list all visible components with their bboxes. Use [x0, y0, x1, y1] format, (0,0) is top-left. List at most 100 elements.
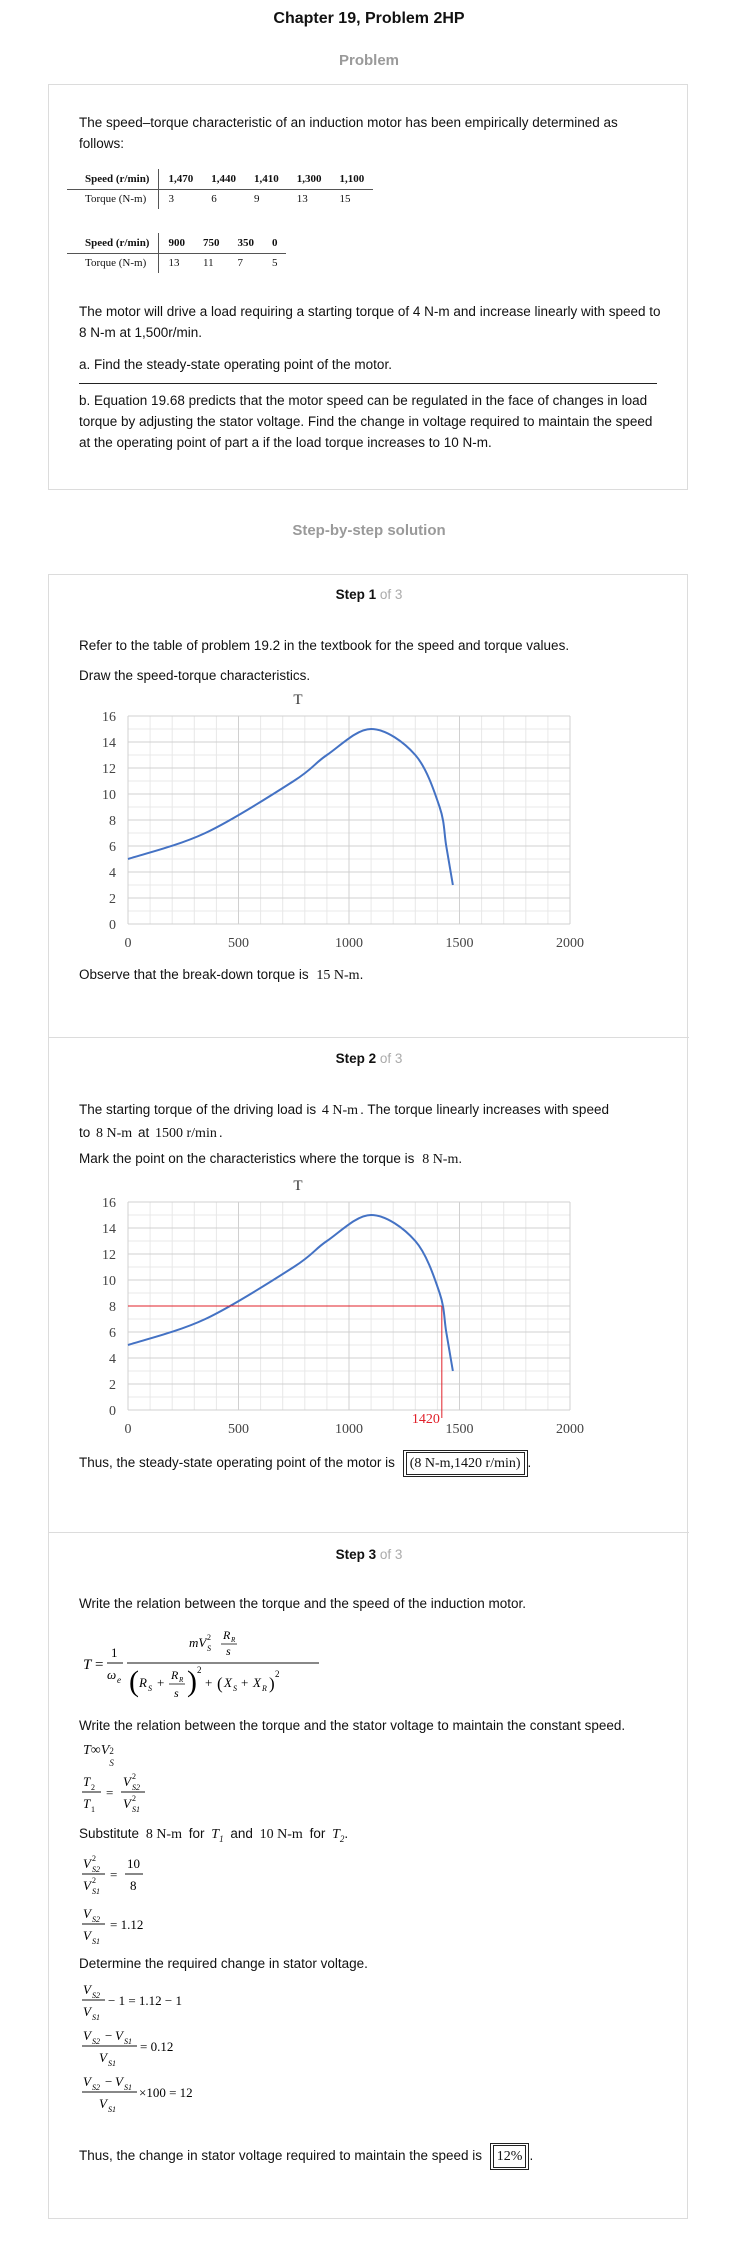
step2-header: Step 2 of 3	[49, 1051, 689, 1066]
table2-speed-label: Speed (r/min)	[67, 233, 160, 254]
svg-text:X: X	[252, 1675, 262, 1690]
x-tick-label: 0	[125, 1422, 132, 1437]
svg-text:+: +	[157, 1675, 164, 1690]
voltage-change-value: 12%	[492, 2145, 527, 2168]
svg-text:2: 2	[132, 1794, 136, 1803]
table1-speed-cell: 1,470	[158, 169, 203, 190]
svg-text:): )	[187, 1665, 197, 1698]
table2-speed-cell: 0	[262, 233, 287, 254]
y-tick-label: 2	[109, 892, 116, 907]
svg-text:(: (	[129, 1665, 139, 1698]
table2-torque-cell: 11	[202, 257, 214, 270]
y-tick-label: 10	[102, 1274, 116, 1289]
voltage-change-answer: 12%	[489, 2143, 530, 2170]
svg-text:V: V	[83, 1982, 93, 1997]
svg-text:s: s	[174, 1686, 179, 1700]
speed-torque-curve	[127, 1213, 454, 1372]
table1-speed-cell: 1,100	[330, 169, 374, 190]
svg-text:S2: S2	[92, 2037, 100, 2046]
thus-text: Thus, the steady-state operating point o…	[79, 1455, 395, 1470]
mark-torque-value: 8 N-m	[422, 1152, 459, 1167]
step-count: of 3	[379, 1051, 403, 1066]
table2-torque-cell: 5	[271, 257, 278, 270]
ratio-numerator: 10	[127, 1856, 140, 1871]
starting-torque-text-end: . The torque linearly increases with spe…	[360, 1102, 609, 1117]
table2-torque-label: Torque (N-m)	[67, 253, 160, 273]
svg-text:S: S	[207, 1644, 211, 1653]
svg-text:V: V	[83, 1878, 93, 1893]
table1-speed-cell: 1,300	[287, 169, 331, 190]
voltage-squared-ratio-equation: V 2 S2 V 2 S1 = 10 8	[82, 1854, 143, 1896]
table2-torque-cell: 13	[168, 257, 180, 270]
svg-text:X: X	[223, 1675, 233, 1690]
problem-load-text: The motor will drive a load requiring a …	[79, 304, 661, 340]
x-tick-label: 2000	[556, 1422, 584, 1437]
step-divider	[49, 1532, 689, 1533]
thus-text: Thus, the change in stator voltage requi…	[79, 2148, 482, 2163]
starting-torque-text: The starting torque of the driving load …	[79, 1102, 317, 1117]
text-at: at	[137, 1125, 150, 1140]
table1-speed-cell: 1,440	[202, 169, 245, 190]
voltage-change-equation-3: V S2 − V S1 V S1 ×100 = 12	[82, 2074, 193, 2114]
svg-text:=: =	[95, 1657, 103, 1673]
step-label: Step 3	[335, 1547, 377, 1562]
step3-text1: Write the relation between the torque an…	[79, 1596, 527, 1611]
svg-text:S1: S1	[108, 2059, 116, 2068]
step1-text2: Draw the speed-torque characteristics.	[79, 668, 311, 683]
t2-value: 10 N-m	[259, 1827, 303, 1842]
svg-text:2: 2	[207, 1633, 211, 1642]
table2-speed-cell: 900	[158, 233, 194, 254]
speed-torque-chart-2: T 0 2 4 6 8 10 12 14 16 0 500 1000 1500 2000 1420	[102, 1178, 584, 1437]
text-to: to	[79, 1125, 91, 1140]
step2-text1: The starting torque of the driving load …	[79, 1099, 664, 1121]
table2-torque-cell: 7	[237, 257, 243, 270]
y-tick-label: 8	[109, 814, 116, 829]
table1-torque-cell: 6	[211, 193, 217, 206]
svg-text:=: =	[110, 1867, 117, 1882]
page-title: Chapter 19, Problem 2HP	[273, 10, 465, 27]
load-torque-value: 8 N-m	[96, 1126, 133, 1141]
svg-text:S1: S1	[108, 2105, 116, 2114]
step3-thus: Thus, the change in stator voltage requi…	[79, 2143, 664, 2170]
svg-text:T: T	[83, 1796, 91, 1811]
svg-text:S2: S2	[92, 1915, 100, 1924]
operating-speed-label: 1420	[412, 1412, 440, 1427]
table2-speed-cell: 750	[193, 233, 229, 254]
svg-text:V: V	[83, 2028, 93, 2043]
equation-c-rhs: ×100 = 12	[139, 2085, 193, 2100]
problem-part-b: b. Equation 19.68 predicts that the moto…	[79, 393, 653, 450]
svg-text:(: (	[217, 1674, 223, 1693]
x-tick-label: 1000	[335, 936, 363, 951]
step3-text2: Write the relation between the torque an…	[79, 1718, 626, 1733]
svg-text:2: 2	[197, 1665, 202, 1675]
step2-text2: to 8 N-m at 1500 r/min.	[79, 1125, 223, 1141]
observe-text: Observe that the break-down torque is	[79, 967, 309, 982]
chart-title: T	[293, 1178, 302, 1194]
svg-text:S1: S1	[124, 2083, 132, 2092]
speed-torque-table-1: Speed (r/min) 1,470 1,440 1,410 1,300 1,…	[67, 169, 374, 209]
svg-text:S: S	[233, 1684, 237, 1693]
speed-torque-chart-1: T 0 2 4 6 8 10 12 14 16 0 500 1000 1500 2000	[102, 692, 584, 951]
svg-text:+: +	[241, 1675, 248, 1690]
x-tick-label: 2000	[556, 936, 584, 951]
svg-text:V: V	[99, 2096, 109, 2111]
y-tick-label: 14	[102, 736, 116, 751]
y-tick-label: 0	[109, 918, 116, 933]
problem-heading: Problem	[338, 52, 399, 69]
svg-text:V: V	[123, 1796, 133, 1811]
x-tick-label: 500	[228, 1422, 249, 1437]
voltage-change-equation-2: V S2 − V S1 V S1 = 0.12	[82, 2028, 173, 2068]
speed-torque-table-2: Speed (r/min) 900 750 350 0 Torque (N-m)…	[67, 233, 287, 273]
svg-text:T: T	[83, 1657, 93, 1673]
problem-intro: The speed–torque characteristic of an in…	[79, 115, 618, 151]
step-label: Step 1	[335, 587, 377, 602]
svg-text:2: 2	[91, 1783, 95, 1792]
svg-text:R: R	[222, 1628, 231, 1642]
x-tick-label: 500	[228, 936, 249, 951]
speed-torque-curve	[127, 727, 454, 886]
x-tick-label: 1500	[446, 936, 474, 951]
y-tick-label: 4	[109, 866, 116, 881]
x-tick-label: 1500	[446, 1422, 474, 1437]
solution-heading: Step-by-step solution	[292, 522, 446, 539]
svg-text:S: S	[148, 1684, 152, 1693]
